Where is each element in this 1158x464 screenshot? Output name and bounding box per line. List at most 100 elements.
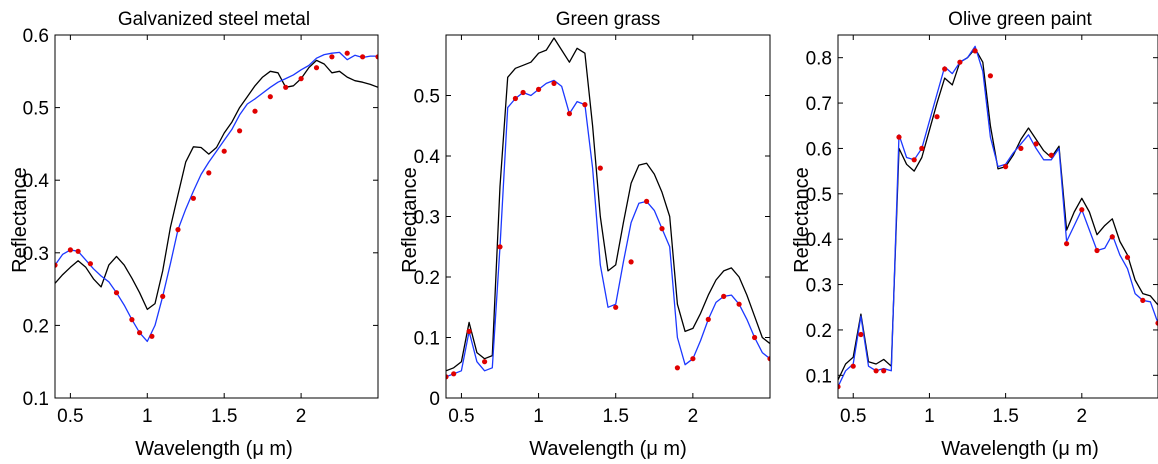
- x-tick-label: 1.5: [992, 406, 1018, 427]
- data-point: [705, 316, 711, 322]
- x-tick-label: 1: [924, 406, 935, 427]
- plot-area: [446, 37, 770, 380]
- y-tick-label: 0.2: [23, 316, 49, 337]
- data-point: [113, 290, 120, 296]
- data-point: [160, 293, 166, 299]
- data-point: [267, 94, 273, 100]
- chart-title: Olive green paint: [948, 9, 1092, 30]
- y-tick-label: 0.4: [23, 171, 50, 192]
- data-point: [344, 50, 350, 56]
- data-point: [175, 227, 181, 233]
- data-point: [690, 356, 696, 362]
- data-point: [283, 84, 289, 90]
- x-tick-label: 0.5: [840, 406, 866, 427]
- data-point: [896, 134, 902, 140]
- data-point: [237, 128, 243, 134]
- y-tick-label: 0.8: [806, 49, 832, 70]
- data-point: [87, 261, 93, 267]
- x-tick-label: 0.5: [448, 406, 474, 427]
- data-point: [659, 226, 665, 232]
- data-point: [972, 48, 978, 54]
- plot-area: [55, 50, 378, 343]
- plot-area: [838, 45, 1158, 390]
- data-point: [1124, 254, 1131, 260]
- data-point: [957, 59, 963, 65]
- series-line-black: [446, 37, 770, 372]
- y-axis-label: Reflectance: [791, 167, 813, 273]
- x-axis-label: Wavelength (μ m): [941, 438, 1099, 460]
- data-point: [129, 317, 135, 323]
- data-point: [850, 363, 856, 369]
- y-tick-label: 0.3: [414, 208, 440, 229]
- y-tick-label: 0.3: [23, 244, 49, 265]
- y-tick-label: 0.1: [414, 329, 440, 350]
- data-point: [497, 244, 503, 250]
- x-tick-label: 0.5: [57, 406, 83, 427]
- data-point: [55, 262, 58, 268]
- data-point: [149, 333, 155, 339]
- data-point: [736, 301, 742, 307]
- data-point: [613, 304, 619, 310]
- y-tick-label: 0.6: [23, 26, 49, 47]
- y-tick-label: 0.5: [806, 185, 832, 206]
- data-point: [375, 54, 378, 60]
- y-tick-label: 0.7: [806, 94, 832, 115]
- y-tick-label: 0.2: [414, 268, 440, 289]
- data-point: [1064, 241, 1070, 247]
- data-point: [873, 368, 879, 374]
- y-tick-label: 0.5: [23, 99, 49, 120]
- data-point: [644, 198, 650, 204]
- data-point: [329, 54, 335, 60]
- series-line-black: [838, 47, 1158, 381]
- y-tick-label: 0.6: [806, 139, 832, 160]
- data-point: [858, 331, 864, 338]
- data-point: [482, 359, 488, 365]
- data-point: [536, 86, 542, 92]
- data-point: [721, 293, 727, 299]
- x-tick-label: 2: [296, 406, 307, 427]
- y-tick-label: 0.1: [806, 366, 832, 387]
- data-point: [987, 73, 994, 79]
- data-point: [597, 165, 603, 171]
- data-point: [1109, 234, 1115, 240]
- data-point: [67, 247, 73, 253]
- panel-olive-green-paint: Olive green paint Wavelength (μ m) Refle…: [791, 9, 1158, 460]
- y-tick-label: 0.3: [806, 276, 832, 297]
- data-point: [767, 356, 770, 362]
- y-axis-label: Reflectance: [399, 167, 421, 273]
- data-point: [838, 384, 841, 390]
- axes-frame: [445, 34, 771, 399]
- y-tick-label: 0.1: [23, 389, 49, 410]
- y-tick-label: 0.4: [414, 147, 441, 168]
- data-point: [512, 95, 519, 102]
- data-point: [520, 89, 526, 96]
- x-tick-label: 1.5: [603, 406, 629, 427]
- data-point: [1155, 320, 1158, 326]
- data-point: [466, 328, 472, 334]
- series-line-black: [55, 59, 378, 311]
- data-point: [360, 54, 366, 60]
- x-tick-label: 1.5: [211, 406, 237, 427]
- series-line-blue: [838, 45, 1158, 387]
- data-point: [911, 157, 917, 163]
- data-point: [206, 170, 212, 176]
- axes-frame: [837, 34, 1158, 399]
- data-point: [451, 371, 457, 377]
- data-point: [1048, 152, 1054, 158]
- series-line-blue: [55, 51, 378, 343]
- data-point: [298, 76, 304, 82]
- data-point: [190, 195, 196, 201]
- data-point: [1140, 297, 1146, 303]
- data-point: [1018, 145, 1024, 151]
- data-point: [1094, 247, 1100, 254]
- chart-title: Galvanized steel metal: [118, 9, 310, 30]
- x-tick-label: 2: [688, 406, 699, 427]
- y-tick-label: 0.5: [414, 87, 440, 108]
- data-point: [446, 374, 449, 380]
- y-tick-label: 0: [429, 389, 440, 410]
- x-axis-label: Wavelength (μ m): [135, 438, 293, 460]
- data-point: [1003, 164, 1009, 170]
- y-tick-label: 0.4: [806, 230, 833, 251]
- data-point: [934, 114, 940, 120]
